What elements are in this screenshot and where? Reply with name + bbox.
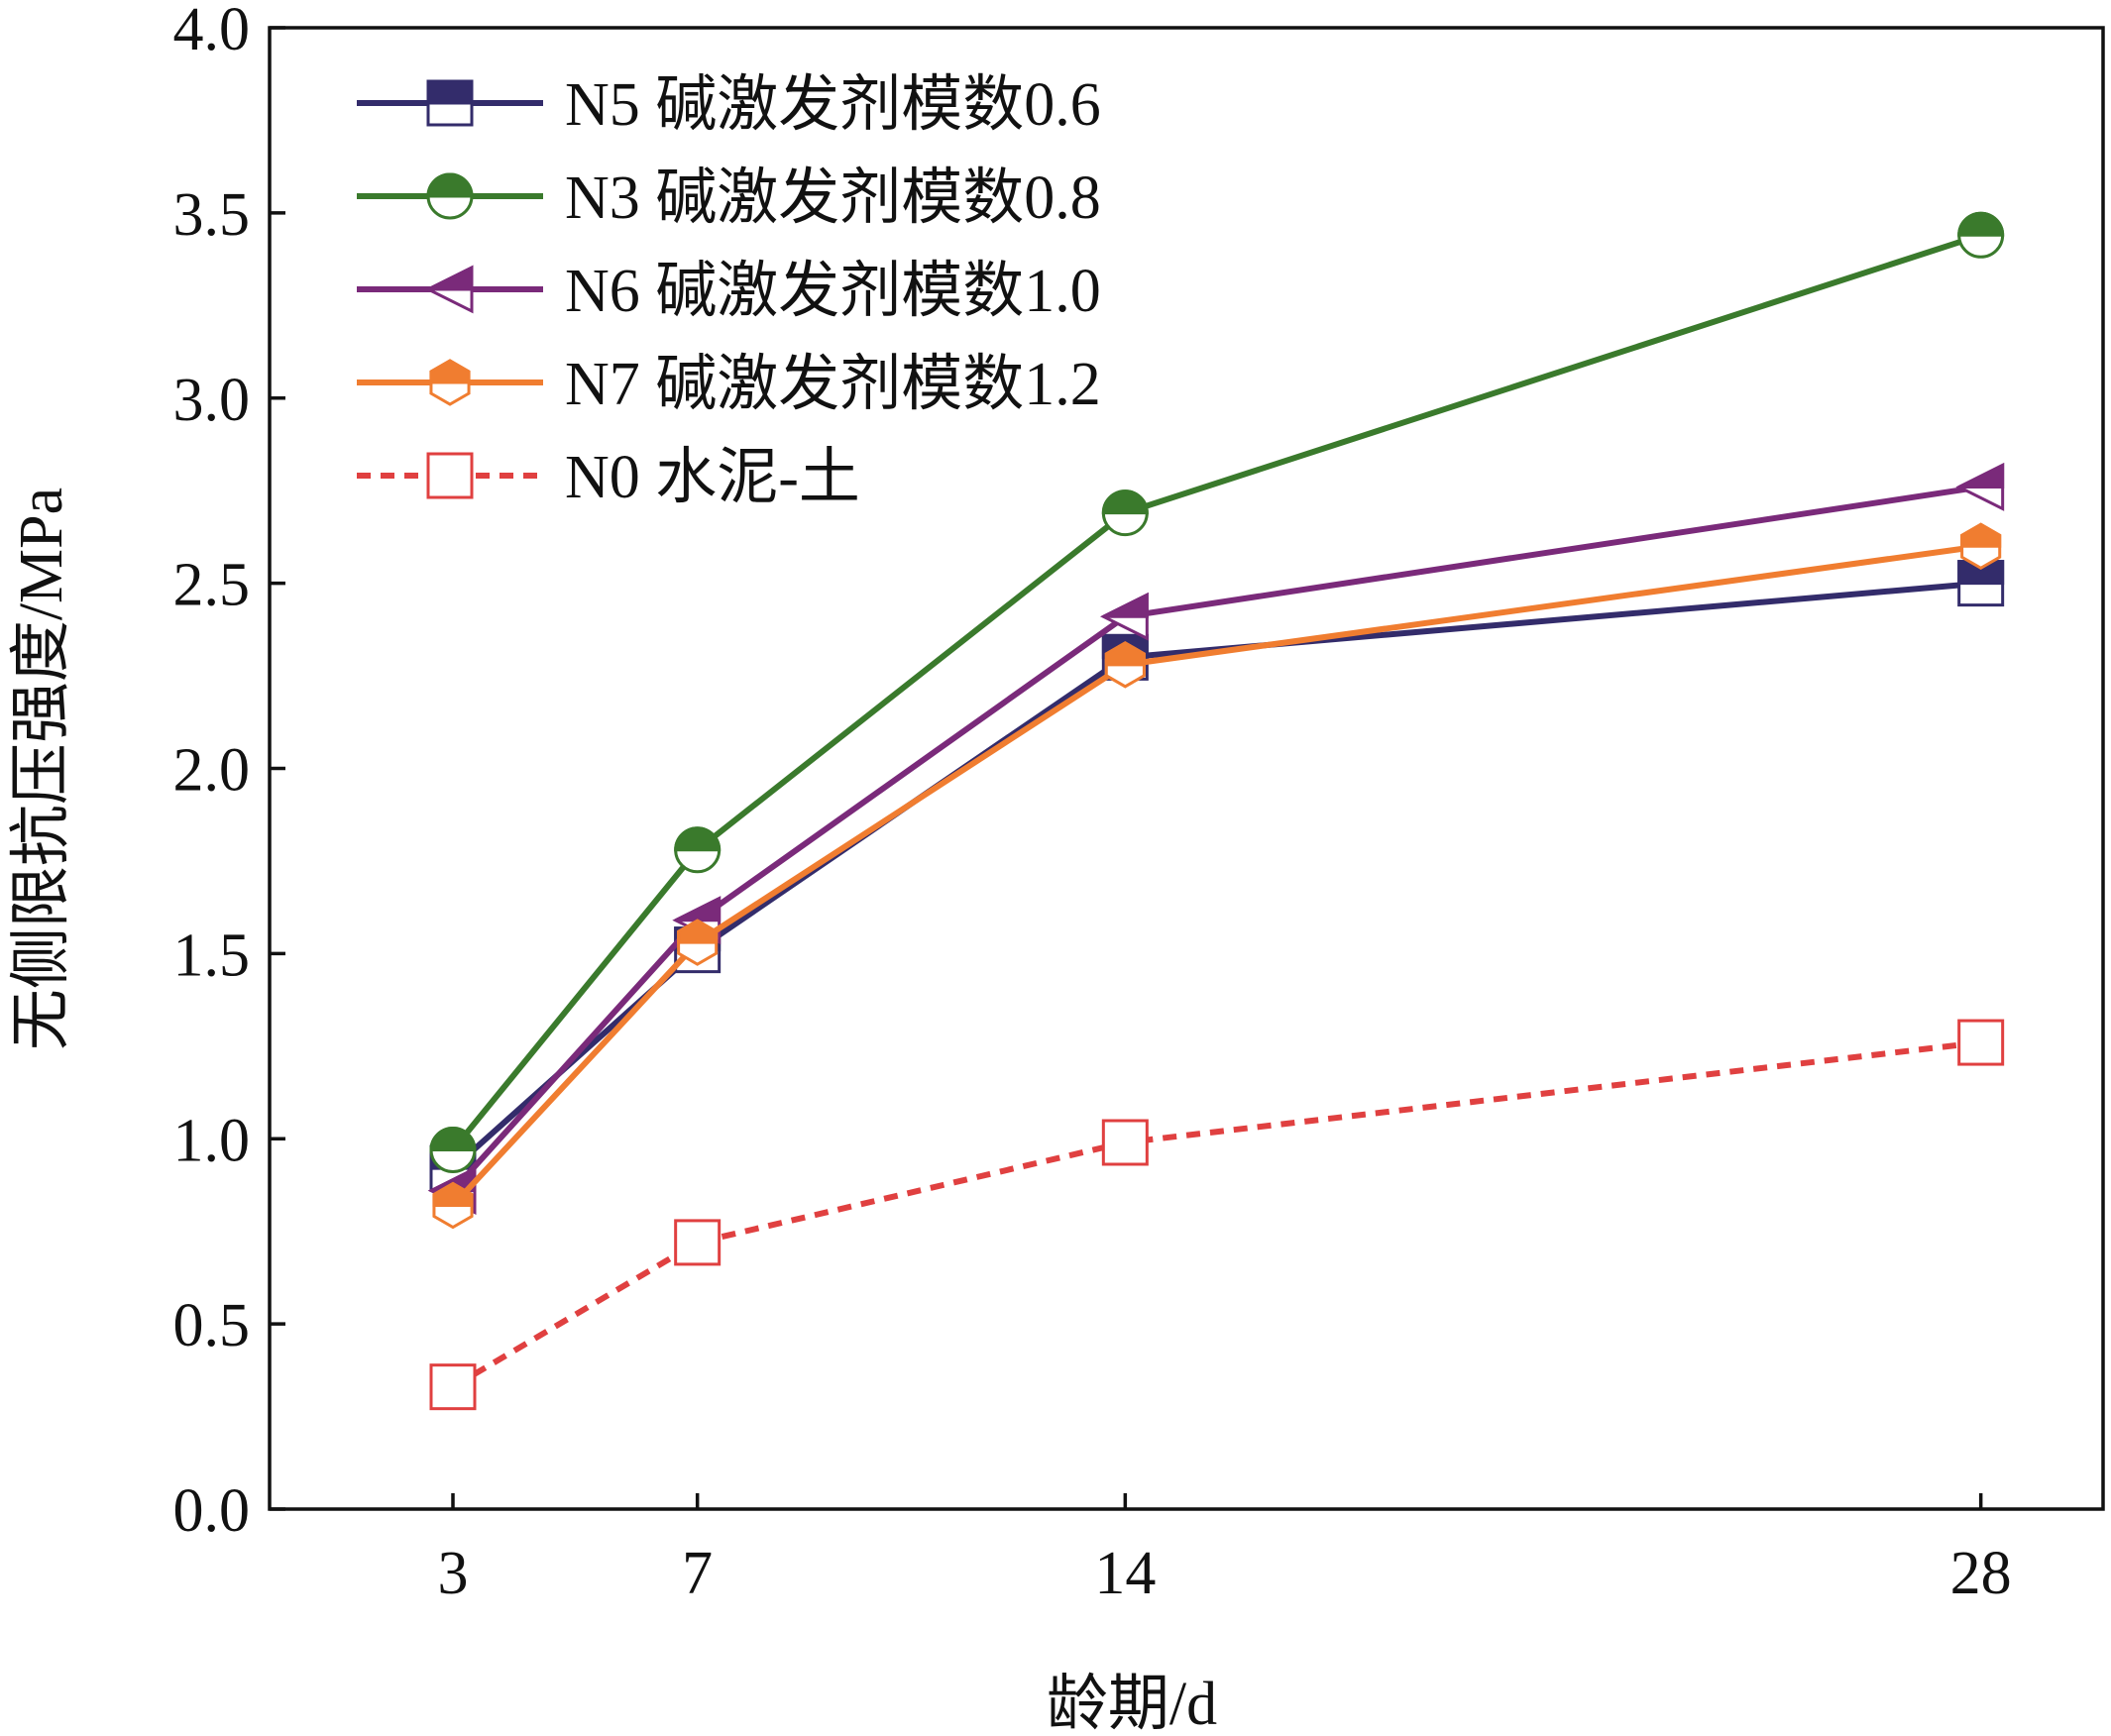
y-tick-label: 4.0 <box>173 0 251 63</box>
legend: N5 碱激发剂模数0.6 N3 碱激发剂模数0.8 N6 碱激发剂模数1.0 N7 碱… <box>357 71 1101 511</box>
data-point <box>674 1219 722 1266</box>
series-line <box>450 484 1982 1193</box>
data-point <box>432 1181 474 1230</box>
marker-fill <box>677 919 719 944</box>
series-4 <box>429 1019 2005 1411</box>
series-0 <box>429 560 2005 1192</box>
y-tick-label: 0.5 <box>173 1292 251 1359</box>
data-point <box>1960 522 2002 570</box>
legend-entry: N6 碱激发剂模数1.0 <box>357 258 1101 325</box>
legend-marker <box>424 265 474 314</box>
data-point <box>1957 211 2005 259</box>
legend-marker <box>426 172 474 220</box>
legend-label: N3 碱激发剂模数0.8 <box>565 164 1101 232</box>
marker-outline <box>1957 1019 2005 1066</box>
marker-fill <box>426 79 474 105</box>
marker-fill <box>427 265 474 291</box>
legend-entry: N5 碱激发剂模数0.6 <box>357 71 1101 139</box>
legend-entry: N3 碱激发剂模数0.8 <box>357 164 1101 232</box>
series-1 <box>429 211 2005 1173</box>
data-point <box>1957 1019 2005 1066</box>
legend-label: N5 碱激发剂模数0.6 <box>565 71 1101 139</box>
x-axis: 3 7 14 28 <box>438 1493 2012 1607</box>
data-point <box>1099 592 1149 641</box>
series-line <box>450 543 1982 1208</box>
legend-marker <box>426 79 474 127</box>
marker-fill <box>1960 522 2002 548</box>
marker-fill <box>429 1126 477 1151</box>
data-point <box>1957 560 2005 607</box>
marker-outline <box>429 1363 477 1411</box>
legend-label: N0 水泥-土 <box>565 444 860 511</box>
y-tick-label: 3.5 <box>173 181 251 249</box>
marker-outline <box>674 1219 722 1266</box>
series-line <box>451 1039 1982 1390</box>
marker-fill <box>1957 211 2005 237</box>
y-tick-label: 0.0 <box>173 1477 251 1545</box>
y-tick-label: 2.0 <box>173 737 251 805</box>
plot-frame <box>268 26 2105 1511</box>
y-tick-label: 1.5 <box>173 922 251 989</box>
series-layer <box>427 211 2005 1411</box>
x-tick-label: 28 <box>1950 1540 2012 1607</box>
data-point <box>1955 463 2005 511</box>
series-3 <box>432 522 2002 1230</box>
marker-fill <box>1957 463 2005 488</box>
marker-fill <box>432 1181 474 1208</box>
marker-outline <box>1101 1119 1149 1166</box>
legend-marker <box>426 452 474 499</box>
legend-marker <box>429 359 471 406</box>
legend-label: N7 碱激发剂模数1.2 <box>565 351 1101 418</box>
data-point <box>677 919 719 966</box>
data-point <box>674 826 722 874</box>
series-2 <box>427 463 2005 1216</box>
x-tick-label: 7 <box>682 1540 713 1607</box>
y-tick-label: 3.0 <box>173 367 251 434</box>
series-line <box>450 232 1982 1152</box>
marker-outline <box>426 452 474 499</box>
x-tick-label: 14 <box>1094 1540 1156 1607</box>
data-point <box>1104 641 1146 689</box>
legend-entry: N7 碱激发剂模数1.2 <box>357 351 1101 418</box>
marker-fill <box>674 826 722 852</box>
x-axis-title: 龄期/d <box>1047 1671 1217 1731</box>
marker-fill <box>426 172 474 198</box>
legend-label: N6 碱激发剂模数1.0 <box>565 258 1101 325</box>
y-tick-label: 1.0 <box>173 1107 251 1174</box>
x-tick-label: 3 <box>438 1540 469 1607</box>
marker-fill <box>429 359 471 384</box>
y-axis-title: 无侧限抗压强度/MPa <box>8 488 75 1050</box>
marker-fill <box>1104 641 1146 667</box>
series-line <box>451 580 1981 1171</box>
data-point <box>429 1363 477 1411</box>
data-point <box>1101 1119 1149 1166</box>
y-tick-label: 2.5 <box>173 552 251 619</box>
marker-fill <box>1102 592 1149 618</box>
y-axis: 0.0 0.5 1.0 1.5 2.0 2.5 3.0 3.5 4.0 <box>173 0 285 1545</box>
legend-entry: N0 水泥-土 <box>357 444 860 511</box>
marker-fill <box>674 896 722 922</box>
data-point <box>429 1126 477 1173</box>
data-point <box>1101 489 1149 537</box>
marker-fill <box>1101 489 1149 515</box>
